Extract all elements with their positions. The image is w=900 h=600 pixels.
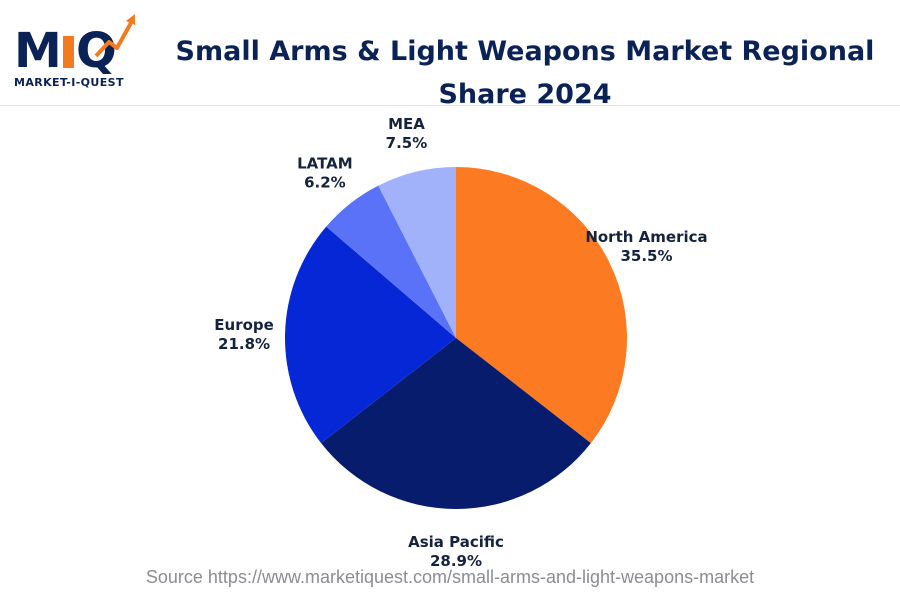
slice-label-europe: Europe	[214, 316, 274, 334]
pie-slice-mea	[378, 167, 456, 338]
pie-slice-asia-pacific	[321, 338, 591, 509]
svg-text:M: M	[14, 23, 62, 76]
brand-logo: M Q MARKET-I-QUEST	[14, 12, 149, 92]
slice-value-asia-pacific: 28.9%	[430, 552, 482, 570]
pie-slice-latam	[326, 185, 456, 338]
chart-title: Small Arms & Light Weapons Market Region…	[175, 36, 875, 110]
slice-label-asia-pacific: Asia Pacific	[408, 533, 504, 551]
slice-value-mea: 7.5%	[386, 134, 428, 152]
slice-label-mea: MEA	[388, 115, 425, 133]
slice-label-latam: LATAM	[297, 154, 353, 172]
slice-value-north-america: 35.5%	[620, 247, 672, 265]
header-divider	[0, 105, 900, 106]
logo-mark-icon: M Q	[14, 14, 135, 76]
pie-slice-north-america	[456, 167, 627, 444]
slice-value-latam: 6.2%	[304, 173, 346, 191]
slice-value-europe: 21.8%	[218, 335, 270, 353]
pie-slice-europe	[285, 226, 456, 444]
source-citation: Source https://www.marketiquest.com/smal…	[145, 567, 755, 587]
slice-label-north-america: North America	[585, 228, 707, 246]
svg-text:Q: Q	[76, 23, 117, 76]
logo-tagline: MARKET-I-QUEST	[14, 76, 124, 89]
